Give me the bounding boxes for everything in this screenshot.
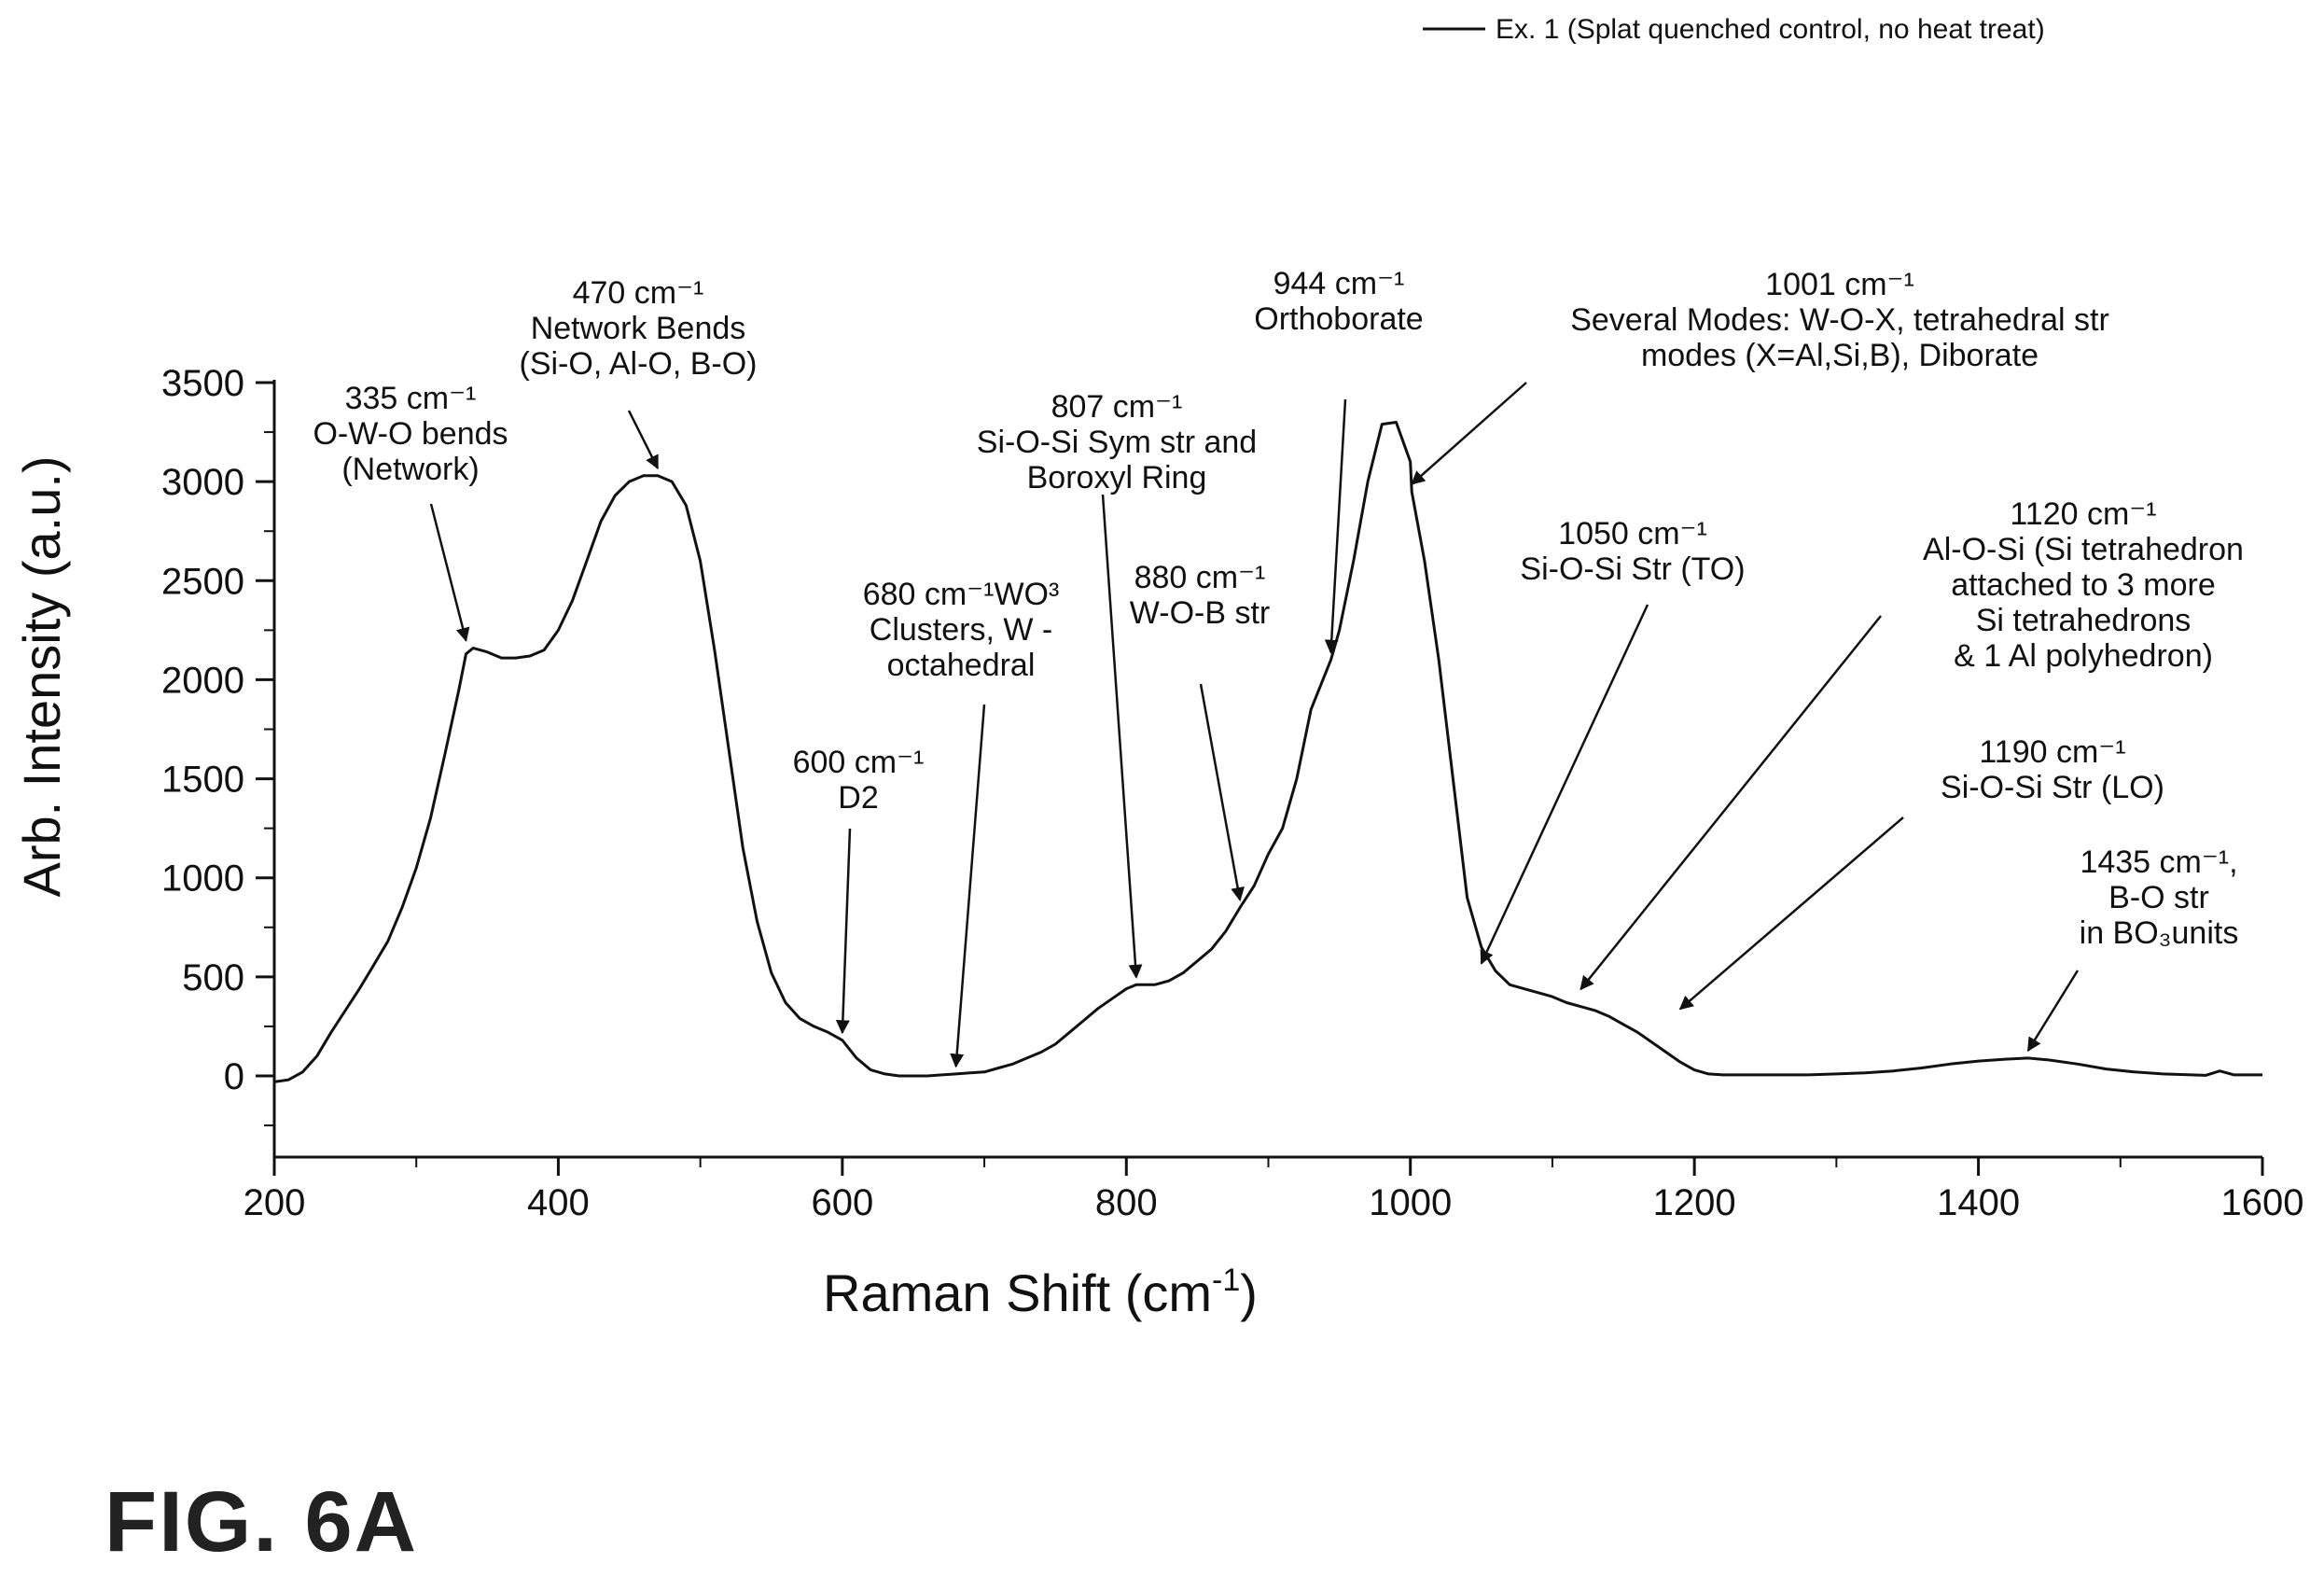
annotation: 1190 cm⁻¹Si-O-Si Str (LO) [1678,734,2164,1011]
annotation-text: Al-O-Si (Si tetrahedron [1923,532,2244,567]
annotation: 600 cm⁻¹D2 [793,745,925,1035]
x-tick-label: 1400 [1937,1182,2020,1223]
annotation-text: Network Bends [531,311,746,346]
annotation-text: modes (X=Al,Si,B), Diborate [1641,338,2039,373]
x-tick-label: 600 [811,1182,873,1223]
annotation-arrow [1324,398,1347,654]
series-line [273,421,2262,1083]
legend: Ex. 1 (Splat quenched control, no heat t… [1423,14,2045,45]
y-tick-label: 2000 [161,660,244,701]
y-tick-label: 3000 [161,462,244,503]
annotation-arrow [1480,604,1649,965]
annotation-arrow [2026,970,2080,1053]
annotation-text: O-W-O bends [313,416,508,452]
annotation-text: & 1 Al polyhedron) [1954,638,2213,674]
x-tick-label: 400 [527,1182,590,1223]
x-tick-label: 1200 [1653,1182,1736,1223]
y-tick-label: 1500 [161,760,244,801]
y-tick-label: 3500 [161,363,244,404]
x-tick-label: 1000 [1369,1182,1452,1223]
annotation-arrow [1199,683,1245,902]
annotation-text: D2 [838,780,878,816]
annotation-arrow [429,503,470,642]
y-tick-label: 2500 [161,561,244,602]
annotation-text: 600 cm⁻¹ [793,745,925,780]
annotation-text: 1050 cm⁻¹ [1558,516,1707,551]
y-tick-label: 1000 [161,858,244,900]
annotation-text: 944 cm⁻¹ [1273,266,1405,301]
annotation-text: Si-O-Si Sym str and [977,425,1257,460]
annotation-arrow [627,410,660,470]
annotation-text: W-O-B str [1130,595,1270,631]
annotation-text: Si-O-Si Str (TO) [1520,551,1745,587]
annotation-text: 1120 cm⁻¹ [2010,496,2156,532]
x-axis-label-sup: -1 [1212,1263,1240,1298]
y-tick-label: 0 [224,1056,244,1097]
annotation-text: 807 cm⁻¹ [1051,389,1183,425]
legend-entry-label: Ex. 1 (Splat quenched control, no heat t… [1496,14,2045,45]
annotation-text: 470 cm⁻¹ [573,275,704,311]
annotation-arrow [1678,816,1904,1011]
annotation-text: (Network) [341,452,479,487]
annotation-arrow [1579,615,1882,991]
x-tick-label: 1600 [2221,1182,2304,1223]
x-axis: 200 400 600 800 1000 1200 1400 1600 Raman Shift… [244,1155,2304,1322]
annotation-text: 880 cm⁻¹ [1134,560,1266,595]
y-axis: 0 500 1000 1500 2000 2500 3000 3500 Arb. Intens… [12,363,276,1157]
annotation-text: attached to 3 more [1951,567,2216,603]
annotation-arrow [1101,494,1143,979]
annotation-text: (Si-O, Al-O, B-O) [520,346,758,382]
annotation-text: 1001 cm⁻¹ [1765,267,1914,302]
annotation-text: Clusters, W - [870,612,1052,648]
annotation-text: 1190 cm⁻¹ [1979,734,2125,770]
annotation-text: Boroxyl Ring [1027,460,1207,495]
annotation: 1120 cm⁻¹Al-O-Si (Si tetrahedronattached… [1579,496,2244,991]
annotation-text: B-O str [2108,880,2209,915]
annotation-text: Si tetrahedrons [1976,603,2192,638]
annotation: 1050 cm⁻¹Si-O-Si Str (TO) [1480,516,1746,965]
y-tick-label: 500 [182,957,244,998]
annotation-text: Si-O-Si Str (LO) [1941,770,2164,805]
y-axis-label: Arb. Intensity (a.u.) [12,455,71,897]
annotation-text: 335 cm⁻¹ [345,381,477,416]
annotation-arrow [835,828,852,1035]
annotation-arrow [950,704,986,1068]
x-axis-label: Raman Shift (cm-1) [823,1263,1258,1322]
annotation-text: octahedral [887,648,1036,683]
series-layer [273,421,2262,1083]
annotation-layer: 335 cm⁻¹O-W-O bends(Network)470 cm⁻¹Netw… [313,266,2244,1068]
annotation-text: Orthoborate [1254,301,1423,337]
annotation-text: Several Modes: W-O-X, tetrahedral str [1570,302,2109,338]
x-axis-label-close: ) [1240,1263,1258,1322]
annotation-text: in BO₃units [2080,915,2239,951]
annotation-arrow [1411,382,1527,485]
x-tick-label: 200 [244,1182,306,1223]
x-tick-label: 800 [1095,1182,1158,1223]
annotation-text: 1435 cm⁻¹, [2080,844,2237,880]
annotation-text: 680 cm⁻¹WO³ [863,577,1060,612]
annotation: 880 cm⁻¹W-O-B str [1130,560,1270,902]
annotation: 335 cm⁻¹O-W-O bends(Network) [313,381,508,642]
figure-label: FIG. 6A [104,1474,419,1570]
x-axis-label-text: Raman Shift (cm [823,1263,1212,1322]
